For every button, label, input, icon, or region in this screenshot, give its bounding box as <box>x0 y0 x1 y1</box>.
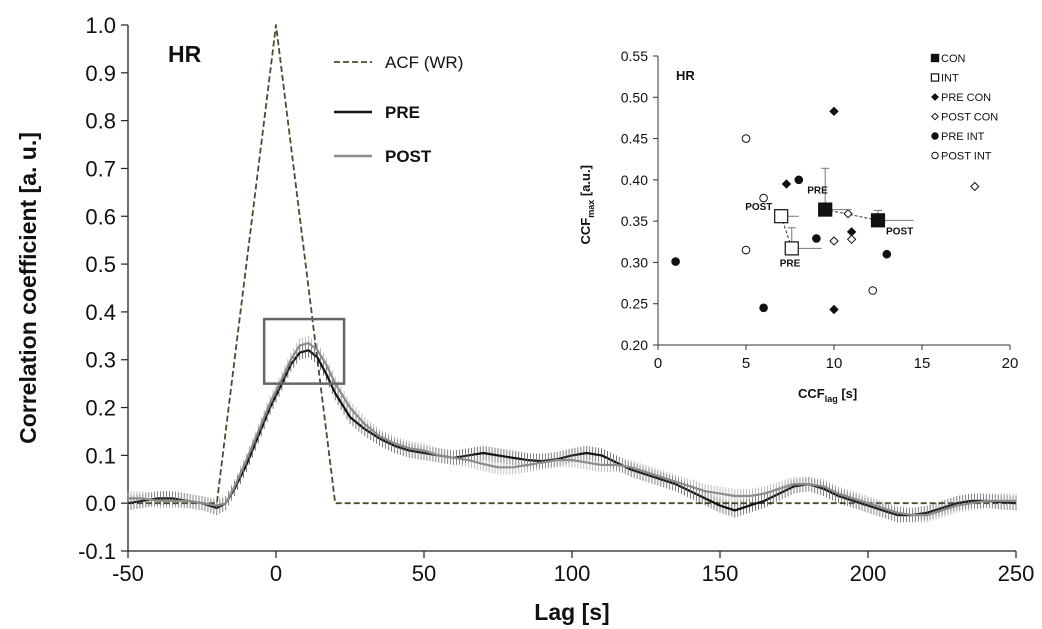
marker-diamond-open <box>846 234 857 245</box>
inset-series-con: PRE POST <box>807 167 913 237</box>
x-tick-label: 0 <box>270 561 282 586</box>
point-label: PRE <box>780 258 801 269</box>
inset-y-axis-title: CCFmax [a.u.] <box>578 165 596 244</box>
marker-circle-open <box>931 151 939 160</box>
point-label: PRE <box>807 186 828 197</box>
inset-x-tick-label: 0 <box>654 355 662 372</box>
marker-circle-open <box>759 193 768 203</box>
inset-x-axis-unit: [s] <box>838 386 858 401</box>
marker-circle-filled <box>931 132 939 140</box>
marker-circle-open <box>741 134 751 143</box>
marker-diamond-open <box>829 236 839 246</box>
main-plot: -0.1 0.0 0.1 0.2 0.3 0.4 0.5 0.6 0.7 0.8 0.9 1.0 -50… <box>15 13 1034 625</box>
y-tick-label: 0.2 <box>85 396 116 421</box>
marker-diamond-filled <box>829 106 839 117</box>
inset-series-post-int <box>741 134 878 295</box>
inset-y-tick-label: 0.25 <box>621 296 648 312</box>
inset-y-tick-label: 0.35 <box>621 213 648 229</box>
x-tick-label: -50 <box>112 561 144 586</box>
y-tick-label: 0.5 <box>85 252 116 277</box>
y-tick-label: 0.8 <box>85 109 116 134</box>
marker-diamond-filled <box>781 179 792 189</box>
panel-label: HR <box>168 41 202 67</box>
marker-circle-filled <box>794 175 804 185</box>
marker-diamond-filled <box>829 304 839 315</box>
legend-label: PRE <box>385 103 420 122</box>
inset-y-tick-label: 0.40 <box>621 172 648 188</box>
inset-y-tick-label: 0.20 <box>621 337 648 353</box>
inset-series-pre-int <box>671 175 892 313</box>
inset-legend-label: POST CON <box>941 112 998 124</box>
point-label: POST <box>745 202 772 213</box>
highlight-box <box>262 317 346 385</box>
inset-y-tick-label: 0.50 <box>621 89 648 105</box>
marker-circle-filled <box>671 257 680 266</box>
main-legend: ACF (WR) PRE POST <box>334 53 463 166</box>
inset-y-tick-label: 0.30 <box>621 254 648 270</box>
y-tick-label: 0.0 <box>85 491 116 516</box>
x-tick-label: 100 <box>554 561 591 586</box>
inset-series-int: POST PRE <box>745 202 822 269</box>
marker-diamond-open <box>931 112 939 121</box>
x-tick-label: 200 <box>850 561 887 586</box>
inset-legend-label: POST INT <box>941 151 992 163</box>
y-tick-label: -0.1 <box>78 539 116 564</box>
inset-x-tick-label: 15 <box>914 355 931 372</box>
y-tick-label: 0.7 <box>85 156 116 181</box>
inset-y-axis-unit: [a.u.] <box>578 165 593 200</box>
inset-legend: CON INT PRE CON POST CON PRE INT POST INT <box>930 53 998 163</box>
marker-square-filled <box>870 213 886 228</box>
inset-x-axis-subscript: lag <box>825 394 838 404</box>
marker-circle-open <box>741 245 751 255</box>
point-label: POST <box>886 226 913 237</box>
inset-y-tick-label: 0.45 <box>621 131 648 147</box>
inset-x-axis-title: CCFlag [s] <box>798 386 857 404</box>
marker-circle-filled <box>812 234 821 243</box>
y-tick-label: 0.1 <box>85 443 116 468</box>
y-tick-label: 0.3 <box>85 348 116 373</box>
marker-square-open <box>774 209 789 224</box>
inset-panel-label: HR <box>676 68 695 83</box>
marker-square-open <box>784 241 799 256</box>
inset-y-tick-label: 0.55 <box>621 48 648 64</box>
x-tick-label: 50 <box>412 561 436 586</box>
y-axis-title: Correlation coefficient [a. u.] <box>15 132 41 444</box>
series-pre <box>127 342 1017 523</box>
legend-label: ACF (WR) <box>385 53 463 72</box>
marker-circle-filled <box>882 249 892 259</box>
inset-legend-label: PRE CON <box>941 92 991 104</box>
inset-x-tick-label: 5 <box>742 355 750 372</box>
marker-diamond-open <box>843 209 853 219</box>
marker-circle-open <box>868 286 878 295</box>
x-tick-label: 250 <box>998 561 1035 586</box>
y-tick-label: 0.6 <box>85 204 116 229</box>
inset-x-tick-label: 20 <box>1002 355 1019 372</box>
inset-y-axis-subscript: max <box>586 200 596 218</box>
inset-legend-label: INT <box>941 73 959 85</box>
marker-square-open <box>930 73 940 82</box>
series-post <box>127 335 1017 523</box>
group-connector <box>825 209 879 221</box>
inset-legend-label: CON <box>941 53 966 65</box>
y-tick-label: 1.0 <box>85 13 116 38</box>
marker-diamond-filled <box>931 93 939 101</box>
inset-legend-label: PRE INT <box>941 131 985 143</box>
x-axis-title: Lag [s] <box>534 599 609 625</box>
y-tick-label: 0.9 <box>85 61 116 86</box>
marker-square-filled <box>818 202 833 217</box>
y-tick-label: 0.4 <box>85 300 116 325</box>
inset-series-post-con <box>829 181 980 246</box>
legend-label: POST <box>385 147 432 166</box>
x-tick-label: 150 <box>702 561 739 586</box>
series-line <box>128 341 1016 517</box>
marker-circle-filled <box>759 303 768 313</box>
inset-x-tick-label: 10 <box>826 355 843 372</box>
marker-square-filled <box>930 53 940 63</box>
inset-series-pre-con <box>781 106 857 315</box>
inset-plot: 0.20 0.25 0.30 0.35 0.40 0.45 0.50 0.55 0 5 10 15 20… <box>578 48 1018 404</box>
marker-diamond-open <box>970 181 980 192</box>
